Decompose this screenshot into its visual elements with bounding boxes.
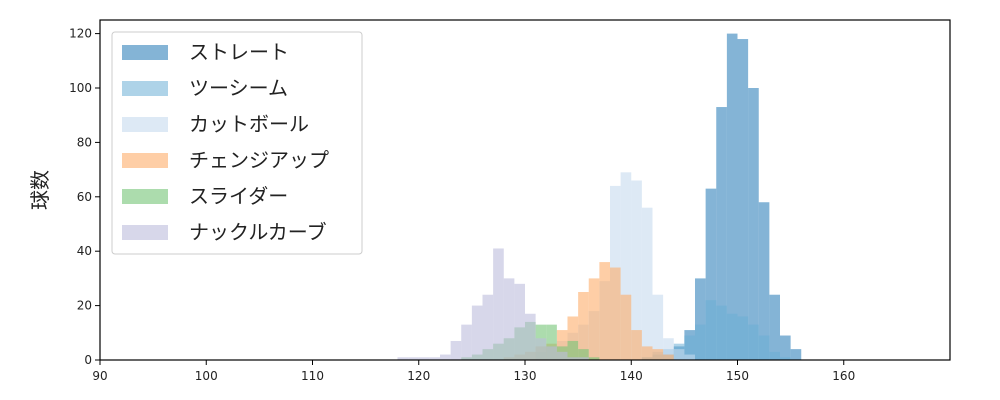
histogram-bar [780, 357, 791, 360]
legend-swatch [122, 117, 168, 132]
histogram-bar [397, 357, 409, 360]
legend-label: チェンジアップ [189, 148, 329, 172]
histogram-bar [705, 300, 717, 360]
histogram-bar [440, 354, 451, 360]
y-tick-label: 60 [77, 190, 92, 204]
histogram-bar [631, 330, 642, 360]
histogram-bar [748, 324, 759, 360]
histogram-bar [482, 294, 494, 360]
histogram-bar [567, 340, 579, 360]
legend-swatch [122, 45, 168, 60]
histogram-bar [684, 354, 695, 360]
histogram-bar [716, 107, 727, 360]
legend-label: ストレート [189, 40, 289, 64]
series-1 [641, 33, 802, 360]
histogram-bar [705, 188, 717, 360]
histogram-bar [620, 294, 632, 360]
histogram-bar [418, 357, 430, 360]
histogram-bar [556, 351, 568, 360]
x-tick-label: 160 [832, 369, 855, 383]
legend-label: ツーシーム [189, 76, 288, 100]
histogram-bar [567, 316, 579, 360]
histogram-bar [546, 346, 557, 360]
histogram-bar [641, 346, 653, 360]
legend-swatch [122, 81, 168, 96]
x-tick-label: 110 [301, 369, 324, 383]
legend-swatch [122, 189, 168, 204]
y-tick-label: 100 [69, 81, 92, 95]
histogram-bar [588, 357, 600, 360]
histogram-bar [599, 262, 610, 360]
histogram-bar [578, 357, 589, 360]
histogram-bar [620, 172, 632, 360]
x-tick-label: 150 [726, 369, 749, 383]
bars-layer [397, 33, 802, 360]
histogram-bar [726, 33, 738, 360]
histogram-bar [769, 351, 780, 360]
histogram-bar [790, 349, 802, 360]
y-tick-label: 0 [84, 353, 92, 367]
histogram-bar [726, 313, 738, 360]
histogram-bar [663, 354, 674, 360]
histogram-bar [748, 88, 759, 360]
x-tick-label: 130 [514, 369, 537, 383]
histogram-bar [652, 294, 664, 360]
histogram-bar [758, 202, 770, 360]
x-tick-label: 120 [407, 369, 430, 383]
histogram-bar [716, 305, 727, 360]
legend-label: カットボール [189, 112, 309, 136]
histogram-bar [546, 324, 557, 360]
histogram-bar [737, 316, 749, 360]
axes-layer: 90 100 110 120 130 140 150 160 0 20 40 60 80 100 120 [69, 19, 951, 383]
histogram-bar [567, 357, 579, 360]
histogram-bar [737, 39, 749, 360]
histogram-bar [578, 349, 589, 360]
histogram-bar [673, 349, 685, 360]
histogram-bar [450, 340, 462, 360]
y-tick-label: 20 [77, 299, 92, 313]
histogram-bar [578, 292, 589, 360]
legend-swatch [122, 225, 168, 240]
histogram-bar [695, 324, 706, 360]
histogram-bar [684, 335, 695, 360]
histogram-bar [503, 278, 515, 360]
y-tick-label: 40 [77, 244, 92, 258]
histogram-bar [758, 335, 770, 360]
legend-swatch [122, 153, 168, 168]
x-tick-label: 100 [195, 369, 218, 383]
histogram-bar [408, 357, 419, 360]
histogram-bar [556, 330, 568, 360]
legend-label: ナックルカーブ [189, 220, 327, 244]
histogram-bar [471, 305, 483, 360]
histogram-bar [769, 294, 780, 360]
histogram-bar [695, 278, 706, 360]
histogram-bar [525, 313, 536, 360]
histogram-bar [493, 248, 504, 360]
legend-label: スライダー [189, 184, 288, 208]
y-tick-label: 120 [69, 27, 92, 41]
histogram-bar [641, 207, 653, 360]
y-axis-title: 球数 [28, 170, 52, 210]
histogram-bar [610, 267, 621, 360]
histogram-bar [514, 283, 525, 360]
histogram-bar [631, 180, 642, 360]
histogram-bar [429, 357, 440, 360]
histogram-bar [535, 338, 547, 360]
histogram-bar [780, 335, 791, 360]
histogram-bar [663, 338, 674, 360]
histogram-bar [652, 349, 664, 360]
histogram-bar [588, 278, 600, 360]
histogram-bar [461, 324, 472, 360]
legend-box [111, 31, 363, 255]
series-6 [397, 248, 589, 360]
x-tick-label: 90 [92, 369, 107, 383]
x-tick-label: 140 [620, 369, 643, 383]
y-tick-label: 80 [77, 135, 92, 149]
